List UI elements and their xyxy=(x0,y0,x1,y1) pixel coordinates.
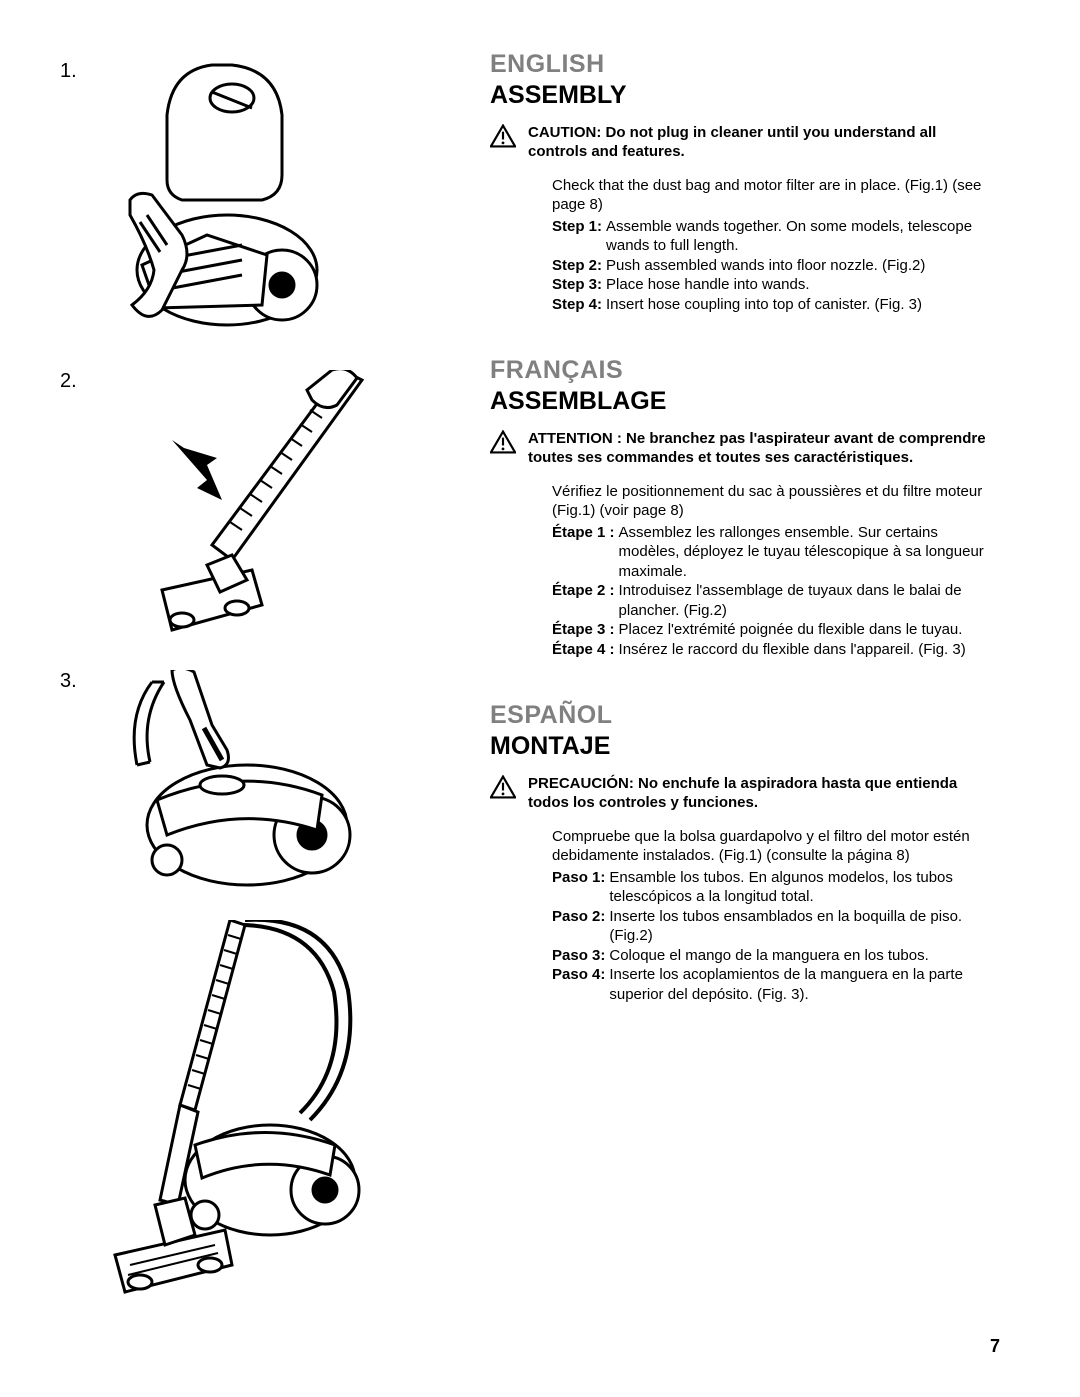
step-text: Coloque el mango de la manguera en los t… xyxy=(609,946,928,966)
step-text: Place hose handle into wands. xyxy=(606,275,809,295)
step-row: Étape 3 :Placez l'extrémité poignée du f… xyxy=(490,620,990,640)
step-text: Placez l'extrémité poignée du flexible d… xyxy=(619,620,963,640)
espanol-lang-heading: ESPAÑOL xyxy=(490,701,990,730)
step-row: Étape 1 :Assemblez les rallonges ensembl… xyxy=(490,523,990,582)
step-label: Step 1: xyxy=(552,217,602,256)
step-label: Step 4: xyxy=(552,295,602,315)
step-text: Assemble wands together. On some models,… xyxy=(606,217,990,256)
francais-section: FRANÇAIS ASSEMBLAGE ATTENTION : Ne branc… xyxy=(490,356,990,659)
francais-title: ASSEMBLAGE xyxy=(490,387,990,416)
figure-image-assembled xyxy=(110,920,370,1300)
step-row: Step 4:Insert hose coupling into top of … xyxy=(490,295,990,315)
step-row: Step 2:Push assembled wands into floor n… xyxy=(490,256,990,276)
step-label: Step 3: xyxy=(552,275,602,295)
figure-label-1: 1. xyxy=(60,60,82,83)
figure-image-2 xyxy=(112,370,372,650)
step-label: Étape 3 : xyxy=(552,620,615,640)
step-text: Insérez le raccord du flexible dans l'ap… xyxy=(619,640,966,660)
english-section: ENGLISH ASSEMBLY CAUTION: Do not plug in… xyxy=(490,50,990,314)
step-row: Paso 3:Coloque el mango de la manguera e… xyxy=(490,946,990,966)
espanol-section: ESPAÑOL MONTAJE PRECAUCIÓN: No enchufe l… xyxy=(490,701,990,1004)
page-number: 7 xyxy=(990,1336,1000,1357)
step-row: Step 3:Place hose handle into wands. xyxy=(490,275,990,295)
step-label: Paso 3: xyxy=(552,946,605,966)
figure-1: 1. xyxy=(60,60,440,350)
francais-intro: Vérifiez le positionnement du sac à pous… xyxy=(490,482,990,521)
step-row: Paso 2:Inserte los tubos ensamblados en … xyxy=(490,907,990,946)
english-lang-heading: ENGLISH xyxy=(490,50,990,79)
warning-icon xyxy=(490,430,518,459)
espanol-steps: Compruebe que la bolsa guardapolvo y el … xyxy=(490,827,990,1005)
figure-2: 2. xyxy=(60,370,440,650)
step-label: Step 2: xyxy=(552,256,602,276)
francais-steps: Vérifiez le positionnement du sac à pous… xyxy=(490,482,990,660)
text-column: ENGLISH ASSEMBLY CAUTION: Do not plug in… xyxy=(440,50,1020,1357)
figure-label-3: 3. xyxy=(60,670,82,693)
english-intro: Check that the dust bag and motor filter… xyxy=(490,176,990,215)
espanol-title: MONTAJE xyxy=(490,732,990,761)
step-text: Inserte los acoplamientos de la manguera… xyxy=(609,965,990,1004)
step-label: Paso 4: xyxy=(552,965,605,1004)
francais-caution: ATTENTION : Ne branchez pas l'aspirateur… xyxy=(528,430,990,468)
english-title: ASSEMBLY xyxy=(490,81,990,110)
step-label: Étape 4 : xyxy=(552,640,615,660)
step-label: Étape 1 : xyxy=(552,523,615,582)
figure-image-1 xyxy=(112,60,332,350)
espanol-caution: PRECAUCIÓN: No enchufe la aspiradora has… xyxy=(528,775,990,813)
espanol-intro: Compruebe que la bolsa guardapolvo y el … xyxy=(490,827,990,866)
step-text: Introduisez l'assemblage de tuyaux dans … xyxy=(619,581,990,620)
step-text: Ensamble los tubos. En algunos modelos, … xyxy=(609,868,990,907)
step-row: Paso 1:Ensamble los tubos. En algunos mo… xyxy=(490,868,990,907)
english-steps: Check that the dust bag and motor filter… xyxy=(490,176,990,315)
warning-icon xyxy=(490,775,518,804)
step-text: Push assembled wands into floor nozzle. … xyxy=(606,256,925,276)
step-label: Étape 2 : xyxy=(552,581,615,620)
step-row: Paso 4:Inserte los acoplamientos de la m… xyxy=(490,965,990,1004)
step-label: Paso 1: xyxy=(552,868,605,907)
figure-label-2: 2. xyxy=(60,370,82,393)
figures-column: 1. xyxy=(60,50,440,1357)
english-caution: CAUTION: Do not plug in cleaner until yo… xyxy=(528,124,990,162)
step-row: Step 1:Assemble wands together. On some … xyxy=(490,217,990,256)
step-row: Étape 2 :Introduisez l'assemblage de tuy… xyxy=(490,581,990,620)
step-text: Insert hose coupling into top of caniste… xyxy=(606,295,922,315)
step-label: Paso 2: xyxy=(552,907,605,946)
figure-3: 3. xyxy=(60,670,440,900)
francais-lang-heading: FRANÇAIS xyxy=(490,356,990,385)
step-text: Inserte los tubos ensamblados en la boqu… xyxy=(609,907,990,946)
figure-image-3 xyxy=(112,670,362,900)
figure-assembled xyxy=(110,920,440,1300)
step-row: Étape 4 :Insérez le raccord du flexible … xyxy=(490,640,990,660)
step-text: Assemblez les rallonges ensemble. Sur ce… xyxy=(619,523,990,582)
warning-icon xyxy=(490,124,518,153)
